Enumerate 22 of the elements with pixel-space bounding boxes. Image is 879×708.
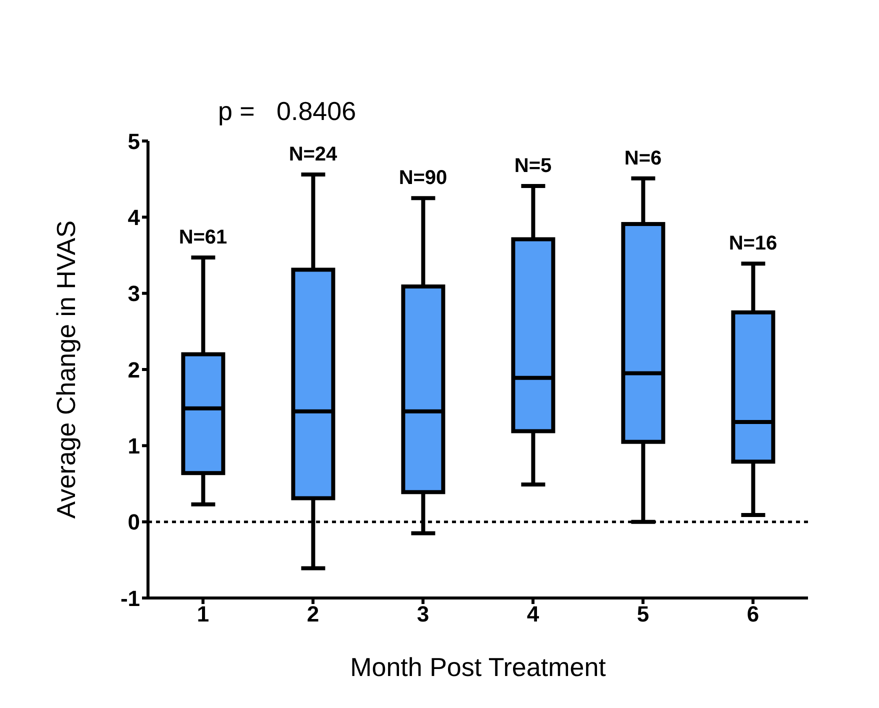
x-tick-label: 1 bbox=[196, 602, 210, 627]
x-tick-label: 6 bbox=[746, 602, 760, 627]
annotation: N=16 bbox=[728, 232, 778, 255]
annotation: N=24 bbox=[288, 144, 338, 166]
y-tick-label: 4 bbox=[128, 204, 141, 230]
y-axis-title: Average Change in HVAS bbox=[51, 220, 82, 519]
y-tick-label: 2 bbox=[128, 357, 140, 382]
annotation: N=6 bbox=[624, 147, 662, 170]
x-tick-label: 5 bbox=[636, 602, 650, 627]
x-tick-label: 2 bbox=[306, 602, 320, 627]
x-axis-title: Month Post Treatment bbox=[350, 652, 607, 682]
y-tick-label: 3 bbox=[128, 281, 140, 306]
x-tick-label: 3 bbox=[416, 602, 430, 627]
y-tick-label: 5 bbox=[128, 128, 140, 154]
annotation: N=5 bbox=[514, 154, 552, 177]
annotation: N=90 bbox=[398, 167, 448, 190]
y-tick-label: 0 bbox=[128, 510, 140, 535]
annotation: N=61 bbox=[178, 226, 228, 249]
x-tick-label: 4 bbox=[526, 602, 540, 627]
y-tick-label: 1 bbox=[128, 433, 140, 458]
text: p = 0.8406 bbox=[218, 96, 356, 127]
y-tick-label: -1 bbox=[120, 586, 140, 611]
